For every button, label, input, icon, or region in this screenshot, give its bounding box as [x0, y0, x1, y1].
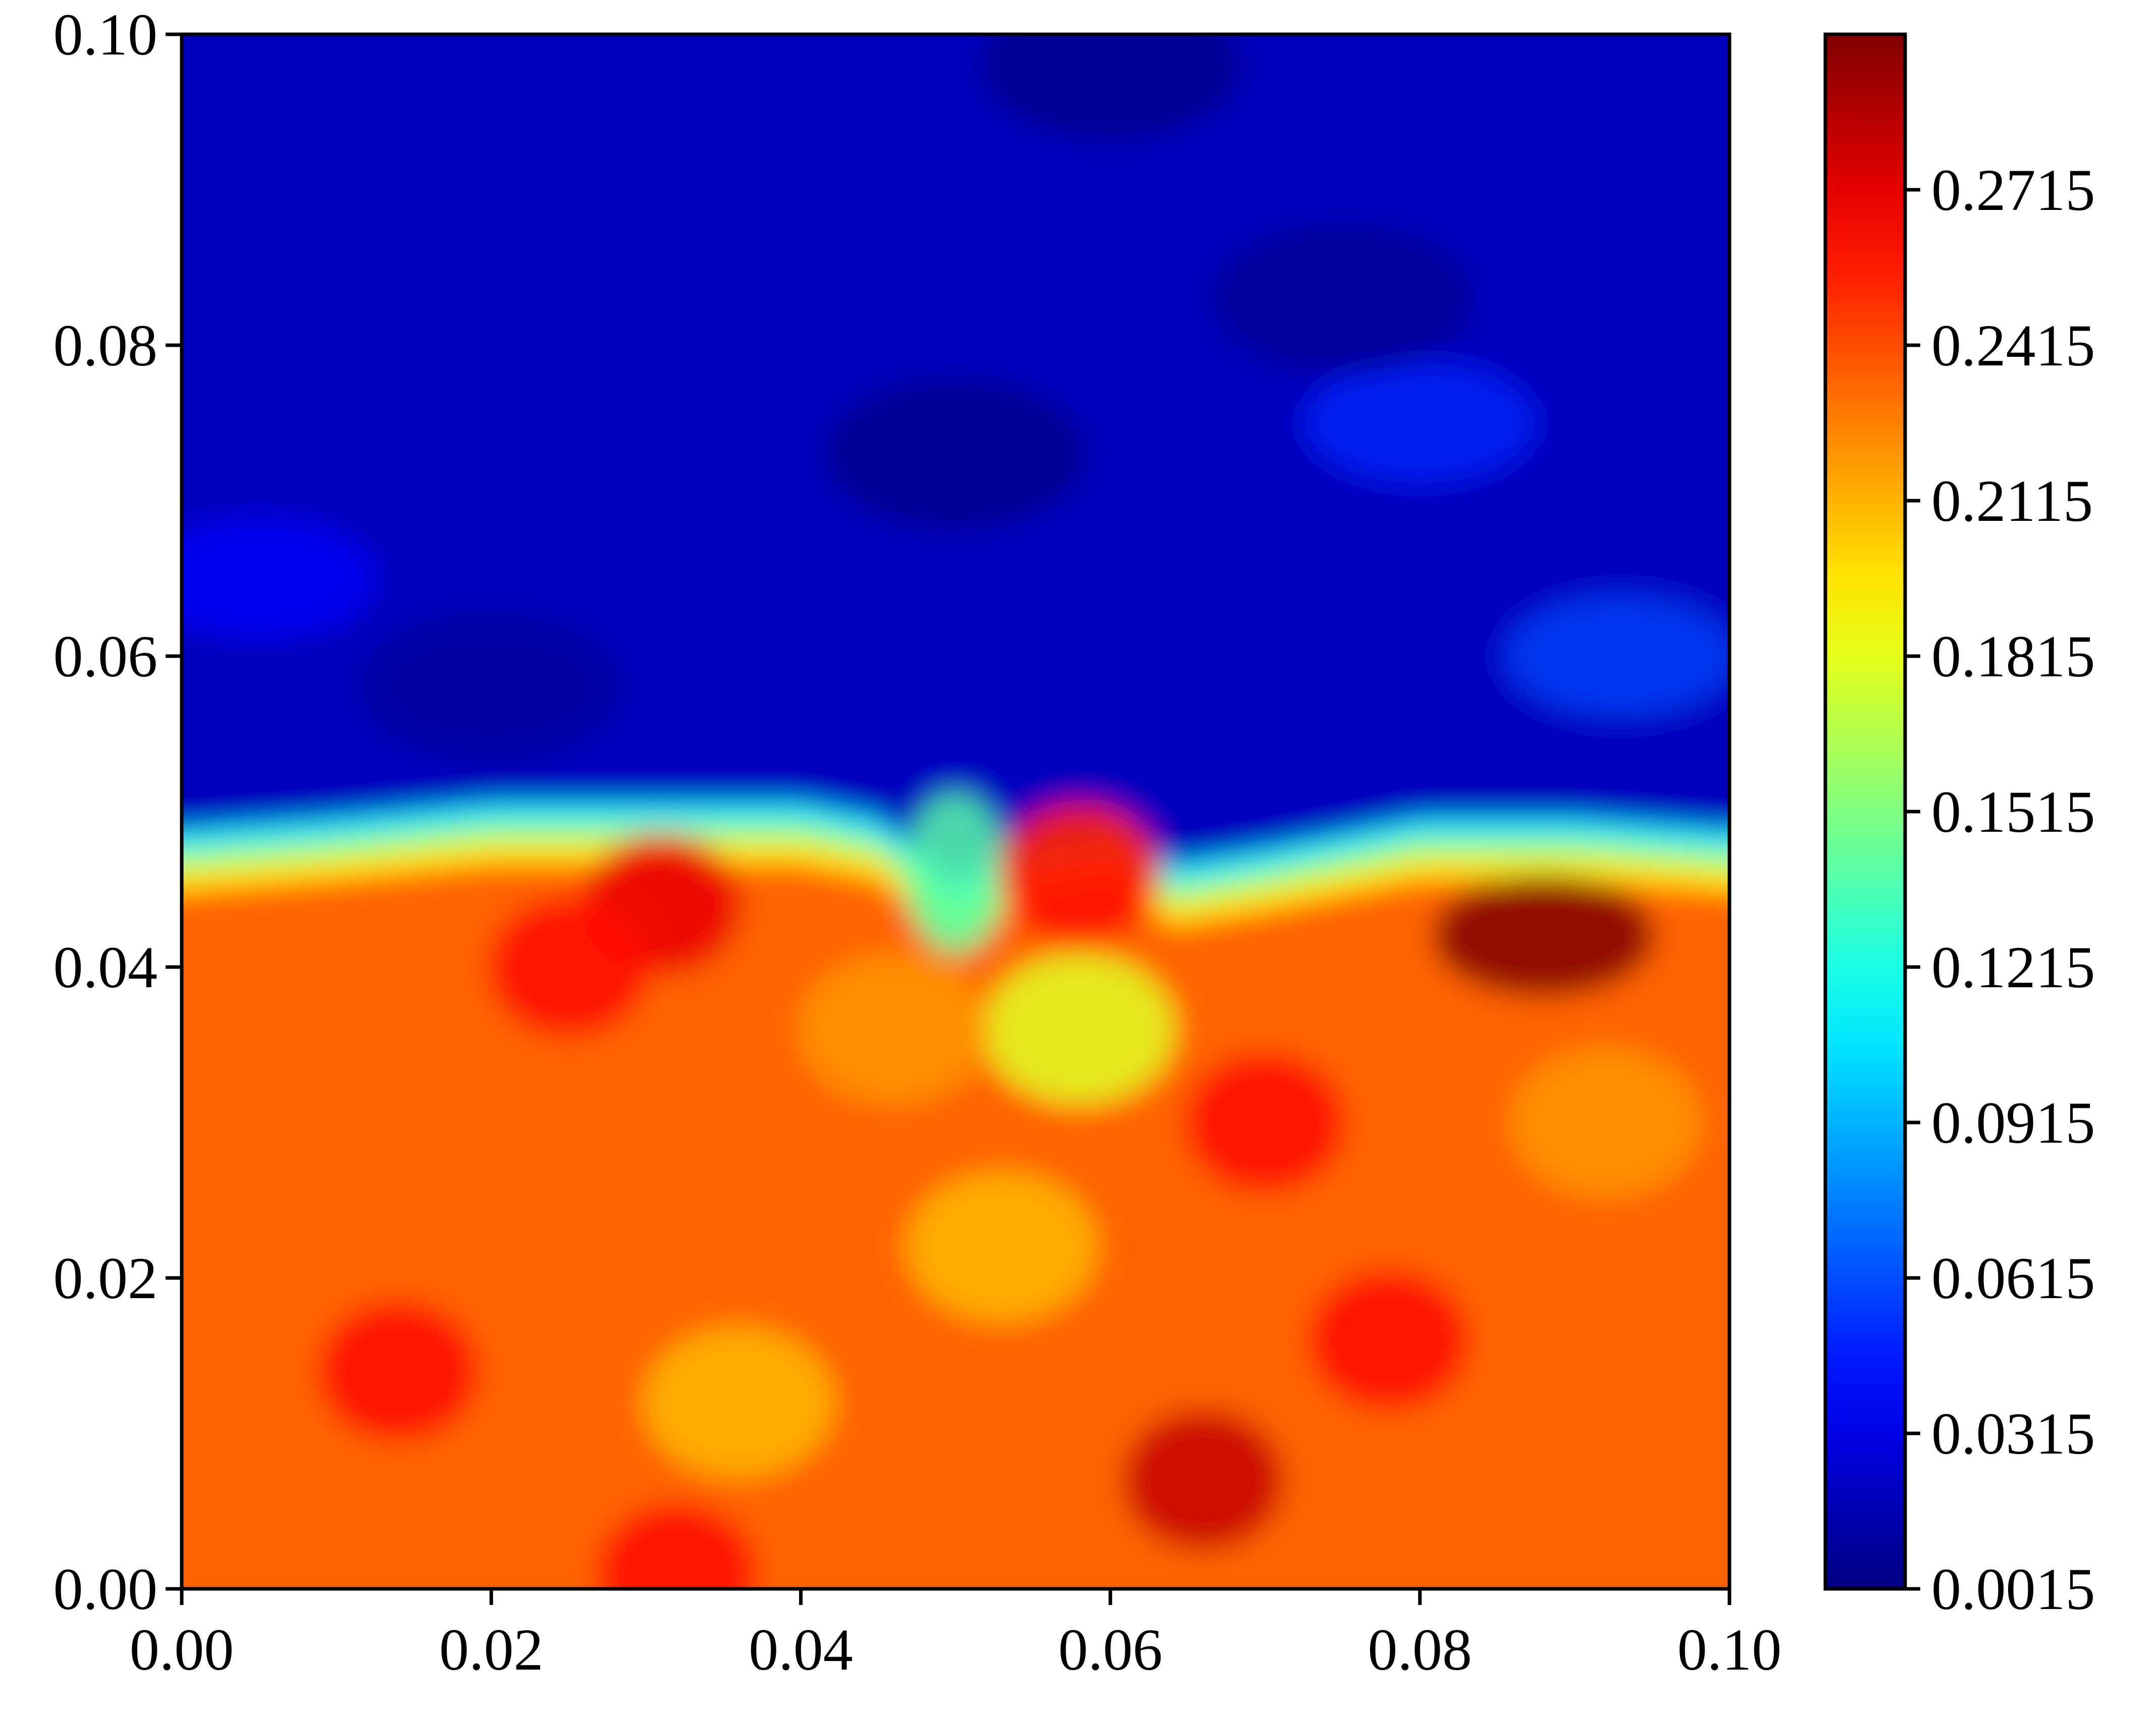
y-axis: 0.00 0.02 0.04 0.06 0.08 0.10	[54, 2, 182, 1622]
colorbar: 0.0015 0.0315 0.0615 0.0915 0.1215 0.1515 0.18…	[1823, 32, 2095, 1622]
colorbar-tick-label-9: 0.2715	[1931, 157, 2095, 223]
plot-frame	[180, 32, 1731, 1591]
plot-area	[182, 34, 1729, 1589]
hot-spot-6	[596, 1503, 758, 1589]
colorbar-tick-label-8: 0.2415	[1931, 312, 2095, 379]
hot-spot-7	[1184, 1052, 1346, 1193]
colorbar-tick-label-3: 0.0915	[1931, 1090, 2095, 1156]
upper-patch-bright-0	[1505, 596, 1729, 717]
x-tick-label-1: 0.02	[439, 1617, 544, 1683]
colorbar-ticks: 0.0015 0.0315 0.0615 0.0915 0.1215 0.1515 0.18…	[1905, 157, 2095, 1622]
x-tick-label-3: 0.06	[1058, 1617, 1163, 1683]
colorbar-tick-label-1: 0.0315	[1931, 1401, 2095, 1467]
hot-spot-3	[998, 803, 1161, 945]
hot-spot-4	[318, 1300, 480, 1442]
x-tick-label-2: 0.04	[749, 1617, 853, 1683]
colorbar-tick-label-7: 0.2115	[1931, 468, 2093, 534]
x-tick-label-4: 0.08	[1368, 1617, 1473, 1683]
colorbar-tick-label-5: 0.1515	[1931, 779, 2095, 845]
heatmap-field	[182, 34, 1729, 1589]
cool-spot-1	[905, 793, 1006, 955]
colorbar-tick-label-6: 0.1815	[1931, 623, 2095, 689]
upper-patch-bright-1	[1303, 362, 1536, 484]
cool-spot-4	[798, 953, 990, 1105]
y-tick-label-0: 0.00	[54, 1556, 158, 1622]
colorbar-gradient	[1825, 34, 1905, 1589]
hot-spot-1	[1122, 1409, 1284, 1551]
x-tick-label-0: 0.00	[130, 1617, 234, 1683]
hot-spot-5	[488, 896, 650, 1038]
cool-spot-0	[983, 953, 1176, 1105]
y-tick-label-3: 0.06	[54, 623, 158, 689]
upper-patch-dark-3	[360, 611, 623, 763]
hot-spot-8	[1308, 1269, 1470, 1411]
upper-patch-bright-2	[182, 518, 376, 639]
y-tick-label-2: 0.04	[54, 934, 158, 1000]
y-tick-label-4: 0.08	[54, 312, 158, 379]
colorbar-tick-label-4: 0.1215	[1931, 934, 2095, 1000]
x-axis: 0.00 0.02 0.04 0.06 0.08 0.10	[130, 1589, 1782, 1683]
colorbar-tick-label-0: 0.0015	[1931, 1556, 2095, 1622]
upper-patch-dark-1	[979, 34, 1242, 141]
cool-spot-2	[643, 1326, 835, 1478]
hot-spot-0	[1433, 875, 1655, 997]
x-tick-label-5: 0.10	[1677, 1617, 1782, 1683]
cool-spot-3	[906, 1171, 1098, 1323]
upper-patch-dark-2	[1211, 223, 1474, 375]
y-tick-label-1: 0.02	[54, 1245, 158, 1311]
colorbar-tick-label-2: 0.0615	[1931, 1245, 2095, 1311]
cool-spot-5	[1509, 1047, 1702, 1198]
y-tick-label-5: 0.10	[54, 2, 158, 68]
upper-patch-dark-0	[824, 378, 1087, 530]
